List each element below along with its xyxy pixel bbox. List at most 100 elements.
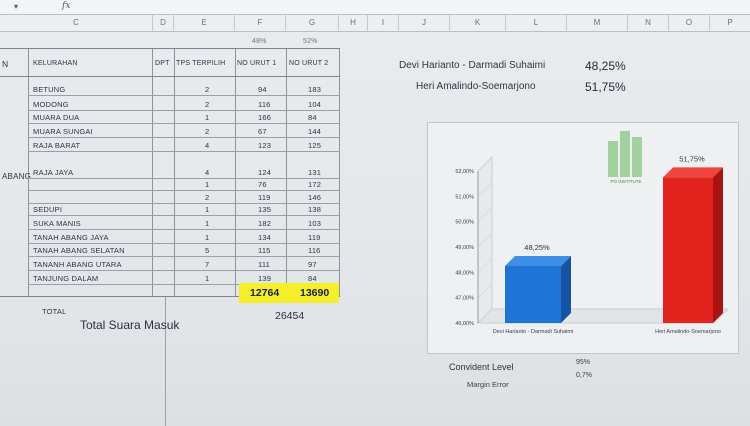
function-icon[interactable]: fx xyxy=(62,1,71,11)
bar-top xyxy=(663,167,723,178)
kelurahan-cell[interactable]: TANJUNG DALAM xyxy=(33,274,99,283)
kelurahan-cell[interactable]: MUARA DUA xyxy=(33,113,80,122)
column-header-i[interactable]: I xyxy=(368,15,399,32)
no-urut-1-cell[interactable]: 135 xyxy=(258,205,272,214)
chart-area[interactable]: 46,00% 47,00% 48,00% 49,00% 50,00% 51,00% 52,0… xyxy=(427,122,739,354)
kelurahan-cell[interactable]: RAJA JAYA xyxy=(33,168,74,177)
no-urut-1-cell[interactable]: 67 xyxy=(258,127,267,136)
kelurahan-cell[interactable]: SUKA MANIS xyxy=(33,219,81,228)
total-no-urut-1[interactable]: 12764 xyxy=(250,287,280,299)
kelurahan-cell[interactable]: SEDUPI xyxy=(33,205,63,214)
no-urut-1-cell[interactable]: 166 xyxy=(258,113,272,122)
column-header-g[interactable]: G xyxy=(286,15,339,32)
tps-cell[interactable]: 7 xyxy=(205,260,210,269)
column-header-l[interactable]: L xyxy=(506,15,567,32)
column-header-c[interactable]: C xyxy=(0,15,153,32)
no-urut-2-cell[interactable]: 183 xyxy=(308,85,322,94)
gridline xyxy=(477,156,493,172)
tps-cell[interactable]: 2 xyxy=(205,127,210,136)
no-urut-1-cell[interactable]: 94 xyxy=(258,85,267,94)
bar-front xyxy=(505,266,561,323)
column-header-h[interactable]: H xyxy=(339,15,368,32)
tps-cell[interactable]: 1 xyxy=(205,274,210,283)
tps-cell[interactable]: 1 xyxy=(205,219,210,228)
tps-cell[interactable]: 2 xyxy=(205,85,210,94)
no-urut-2-cell[interactable]: 144 xyxy=(308,127,322,136)
tps-cell[interactable]: 1 xyxy=(205,113,210,122)
no-urut-1-cell[interactable]: 116 xyxy=(258,100,271,109)
no-urut-1-cell[interactable]: 124 xyxy=(258,168,272,177)
no-urut-1-cell[interactable]: 123 xyxy=(258,141,272,150)
tps-cell[interactable]: 1 xyxy=(205,180,210,189)
column-header-m[interactable]: M xyxy=(567,15,628,32)
tps-cell[interactable]: 1 xyxy=(205,205,210,214)
margin-error-value[interactable]: 0,7% xyxy=(576,372,592,379)
no-urut-1-cell[interactable]: 134 xyxy=(258,233,272,242)
no-urut-2-cell[interactable]: 104 xyxy=(308,100,322,109)
no-urut-2-cell[interactable]: 172 xyxy=(308,180,322,189)
no-urut-2-cell[interactable]: 131 xyxy=(308,168,322,177)
no-urut-1-cell[interactable]: 115 xyxy=(258,246,271,255)
no-urut-2-cell[interactable]: 84 xyxy=(308,113,317,122)
y-tick-label: 49,00% xyxy=(455,245,474,251)
candidate-2-percent[interactable]: 51,75% xyxy=(585,80,626,94)
gridline xyxy=(477,182,493,197)
total-no-urut-2[interactable]: 13690 xyxy=(300,287,330,299)
grid-line xyxy=(28,137,340,138)
kelurahan-cell[interactable]: TANAH ABANG SELATAN xyxy=(33,246,125,255)
kelurahan-cell[interactable]: MODONG xyxy=(33,100,69,109)
candidate-1-percent[interactable]: 48,25% xyxy=(585,59,626,73)
no-urut-2-cell[interactable]: 119 xyxy=(308,233,321,242)
column-header-e[interactable]: E xyxy=(174,15,235,32)
column-header-d[interactable]: D xyxy=(153,15,174,32)
tps-cell[interactable]: 2 xyxy=(205,193,210,202)
column-header-n[interactable]: N xyxy=(628,15,669,32)
kelurahan-cell[interactable]: TANANH ABANG UTARA xyxy=(33,260,122,269)
x-tick-label: Heri Amalindo-Soemarjono xyxy=(655,329,721,335)
bar-top xyxy=(505,256,571,266)
no-urut-2-cell[interactable]: 84 xyxy=(308,274,317,283)
no-urut-2-cell[interactable]: 138 xyxy=(308,205,322,214)
grid-line xyxy=(286,48,287,296)
no-urut-1-cell[interactable]: 139 xyxy=(258,274,272,283)
total-label: TOTAL xyxy=(42,307,67,316)
grid-line xyxy=(28,151,340,152)
kelurahan-cell[interactable]: BETUNG xyxy=(33,85,66,94)
column-header-j[interactable]: J xyxy=(399,15,450,32)
tps-cell[interactable]: 4 xyxy=(205,141,210,150)
no-urut-1-cell[interactable]: 182 xyxy=(258,219,272,228)
column-header-f[interactable]: F xyxy=(235,15,286,32)
kelurahan-cell[interactable]: RAJA BARAT xyxy=(33,141,81,150)
total-suara-value[interactable]: 26454 xyxy=(275,310,305,322)
tps-cell[interactable]: 2 xyxy=(205,100,210,109)
no-urut-1-cell[interactable]: 111 xyxy=(258,260,271,269)
tps-cell[interactable]: 4 xyxy=(205,168,210,177)
grid-line xyxy=(28,243,340,244)
name-box-dropdown-icon[interactable]: ▾ xyxy=(14,2,19,11)
no-urut-1-cell[interactable]: 76 xyxy=(258,180,267,189)
column-header-k[interactable]: K xyxy=(450,15,506,32)
no-urut-2-cell[interactable]: 146 xyxy=(308,193,322,202)
total-highlight xyxy=(239,283,339,303)
column-header-o[interactable]: O xyxy=(669,15,710,32)
formula-bar[interactable]: ▾ fx xyxy=(0,0,750,15)
no-urut-2-cell[interactable]: 125 xyxy=(308,141,322,150)
kelurahan-cell[interactable]: MUARA SUNGAI xyxy=(33,127,93,136)
no-urut-2-cell[interactable]: 103 xyxy=(308,219,322,228)
tps-cell[interactable]: 5 xyxy=(205,246,210,255)
grid-line xyxy=(152,48,153,296)
margin-error-label: Margin Error xyxy=(467,380,509,389)
candidate-2-name: Heri Amalindo-Soemarjono xyxy=(416,81,536,92)
y-tick-label: 46,00% xyxy=(455,321,474,327)
kelurahan-cell[interactable]: TANAH ABANG JAYA xyxy=(33,233,109,242)
tps-cell[interactable]: 1 xyxy=(205,233,210,242)
no-urut-2-cell[interactable]: 116 xyxy=(308,246,321,255)
header-kecamatan: N xyxy=(2,59,9,69)
no-urut-2-cell[interactable]: 97 xyxy=(308,260,317,269)
grid-line xyxy=(28,229,340,230)
confident-level-value[interactable]: 95% xyxy=(576,359,591,366)
column-header-p[interactable]: P xyxy=(710,15,750,32)
no-urut-1-cell[interactable]: 119 xyxy=(258,193,271,202)
grid-line xyxy=(0,48,340,49)
